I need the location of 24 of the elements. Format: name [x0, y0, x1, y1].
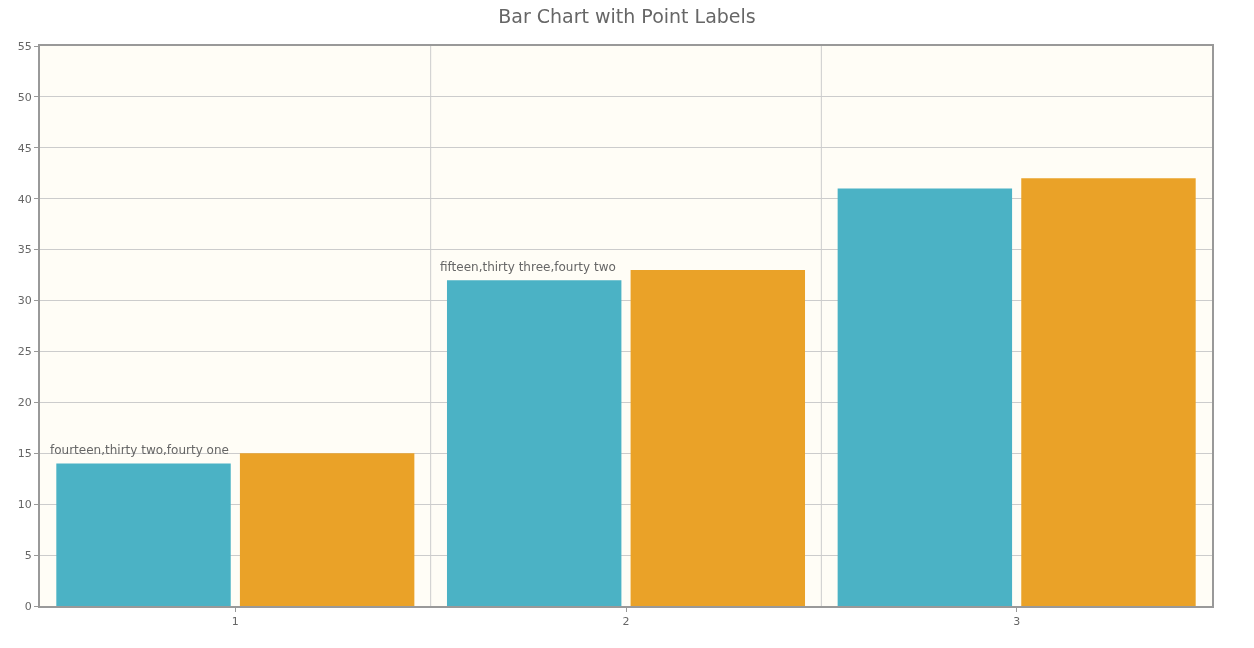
bar: [1021, 178, 1196, 606]
annotation: fourteen,thirty two,fourty one: [50, 443, 229, 457]
x-tick-label: 3: [1013, 615, 1021, 629]
bar: [239, 453, 415, 606]
y-tick-label: 55: [17, 39, 32, 53]
y-tick-label: 5: [24, 548, 32, 562]
y-tick-label: 20: [17, 396, 32, 410]
y-tick-label: 10: [17, 498, 32, 512]
y-tick-label: 30: [17, 294, 32, 308]
annotation: fifteen,thirty three,fourty two: [440, 260, 616, 274]
bar: [837, 188, 1013, 606]
y-tick-label: 35: [17, 243, 32, 257]
y-tick-label: 0: [24, 599, 32, 613]
bar: [446, 280, 622, 606]
y-tick-label: 50: [17, 90, 32, 104]
chart-title: Bar Chart with Point Labels: [498, 5, 756, 28]
y-tick-label: 15: [17, 447, 32, 461]
bar: [630, 270, 806, 606]
y-tick-label: 45: [17, 141, 32, 155]
y-tick-label: 40: [17, 192, 32, 206]
y-tick-label: 25: [17, 345, 32, 359]
x-tick-label: 1: [231, 615, 239, 629]
x-tick-label: 2: [622, 615, 630, 629]
bar: [56, 463, 231, 606]
